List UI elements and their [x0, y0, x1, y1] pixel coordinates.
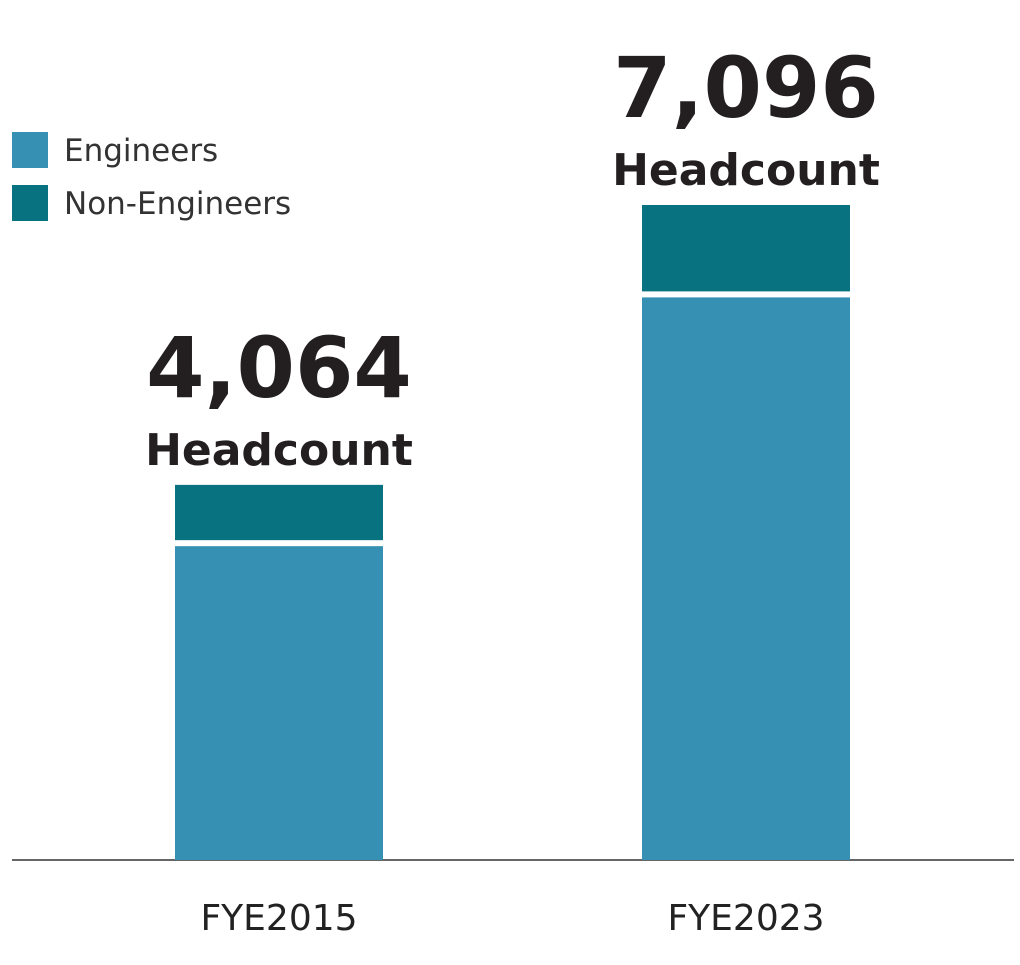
bar-segment-non-engineers-fye2023 [642, 205, 850, 292]
bar-segment-engineers-fye2015 [175, 546, 383, 860]
total-unit-label-fye2015: Headcount [145, 425, 413, 476]
x-tick-label-fye2023: FYE2023 [667, 898, 824, 939]
bar-segment-non-engineers-fye2015 [175, 484, 383, 541]
bar-segment-engineers-fye2023 [642, 297, 850, 860]
total-value-label-fye2015: 4,064 [146, 319, 412, 417]
x-tick-label-fye2015: FYE2015 [200, 898, 357, 939]
legend-swatch-engineers [12, 132, 48, 168]
total-unit-label-fye2023: Headcount [612, 145, 880, 196]
legend-swatch-non-engineers [12, 185, 48, 221]
legend-label-engineers: Engineers [64, 133, 218, 169]
legend-label-non-engineers: Non-Engineers [64, 186, 291, 222]
total-value-label-fye2023: 7,096 [613, 39, 879, 137]
